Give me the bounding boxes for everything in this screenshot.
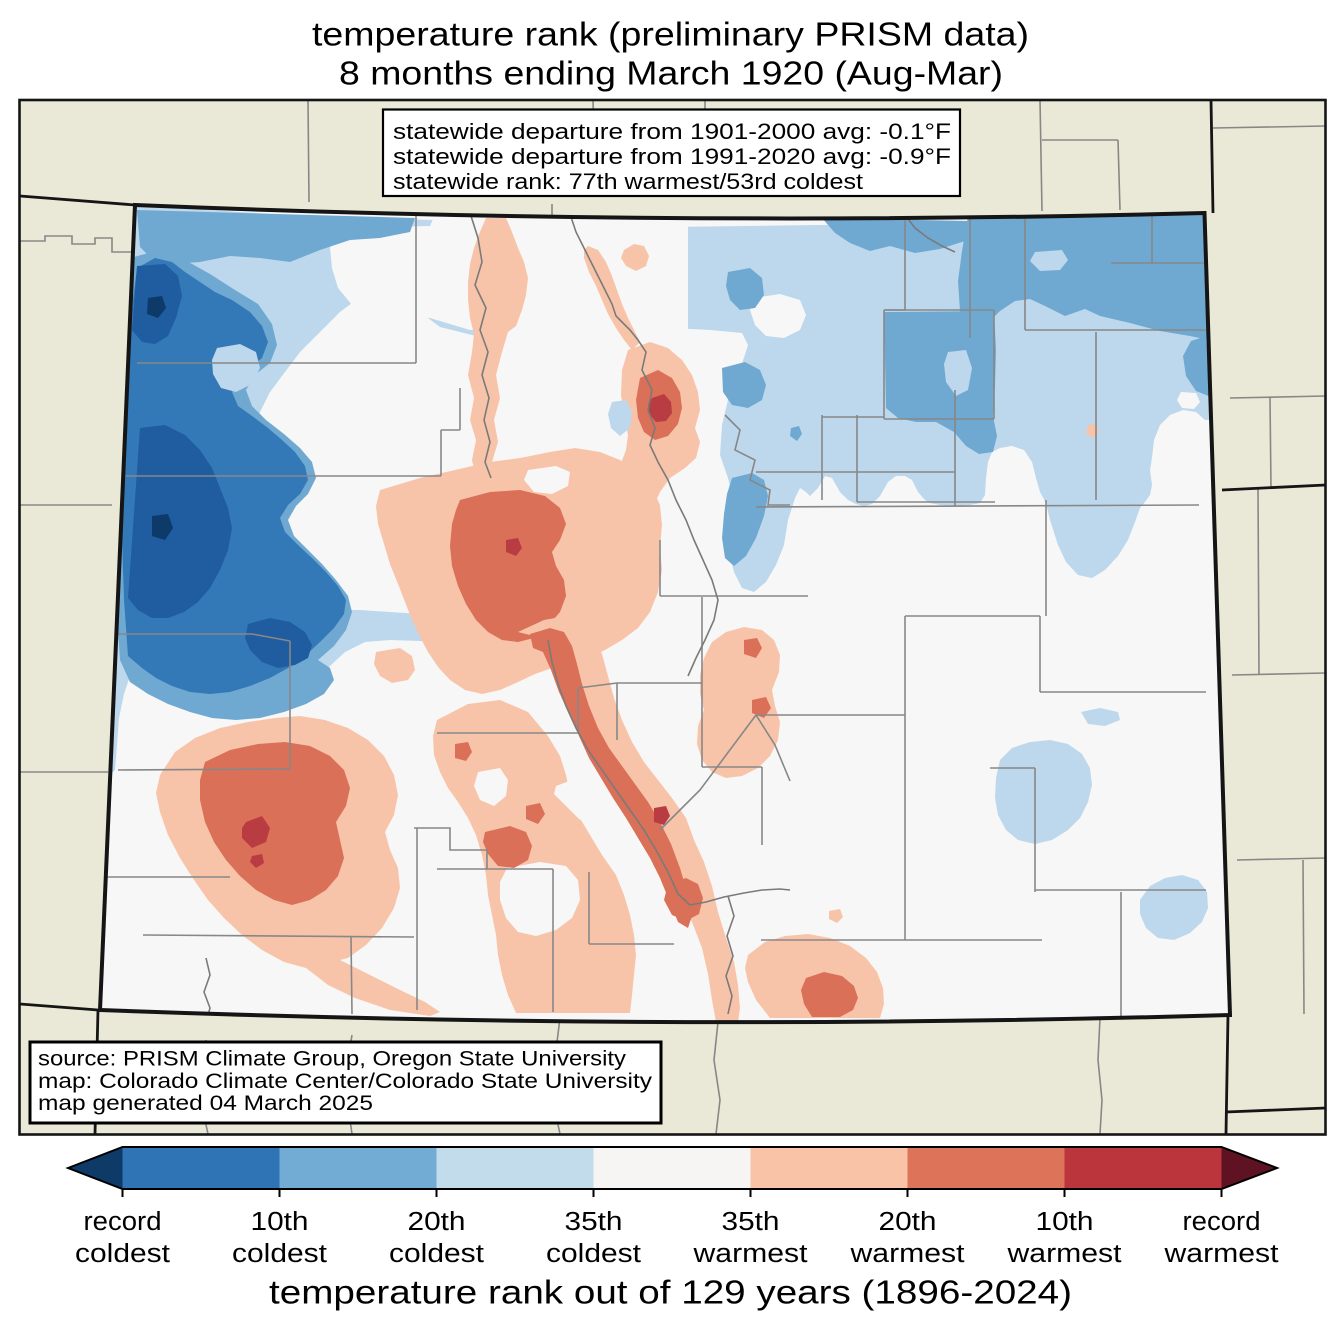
svg-text:statewide rank: 77th warmest/5: statewide rank: 77th warmest/53rd coldes… bbox=[393, 169, 864, 194]
svg-text:statewide departure from 1991-: statewide departure from 1991-2020 avg: … bbox=[393, 144, 951, 169]
svg-text:source: PRISM Climate Group, O: source: PRISM Climate Group, Oregon Stat… bbox=[38, 1046, 626, 1071]
svg-text:warmest: warmest bbox=[849, 1240, 964, 1268]
svg-text:35th: 35th bbox=[722, 1208, 780, 1236]
svg-text:20th: 20th bbox=[408, 1208, 466, 1236]
svg-text:warmest: warmest bbox=[692, 1240, 807, 1268]
svg-text:record: record bbox=[1183, 1208, 1261, 1236]
svg-text:coldest: coldest bbox=[389, 1240, 484, 1268]
svg-text:temperature rank out of 129 ye: temperature rank out of 129 years (1896-… bbox=[269, 1274, 1072, 1311]
svg-text:temperature rank (preliminary: temperature rank (preliminary PRISM data… bbox=[312, 16, 1029, 53]
svg-text:10th: 10th bbox=[251, 1208, 309, 1236]
svg-text:coldest: coldest bbox=[546, 1240, 641, 1268]
svg-text:warmest: warmest bbox=[1163, 1240, 1278, 1268]
svg-text:record: record bbox=[84, 1208, 162, 1236]
svg-text:20th: 20th bbox=[879, 1208, 937, 1236]
svg-text:map: Colorado Climate Center/C: map: Colorado Climate Center/Colorado St… bbox=[38, 1068, 652, 1093]
svg-text:warmest: warmest bbox=[1006, 1240, 1121, 1268]
svg-text:map generated 04 March 2025: map generated 04 March 2025 bbox=[38, 1090, 373, 1115]
svg-text:8 months ending March 1920 (Au: 8 months ending March 1920 (Aug-Mar) bbox=[339, 55, 1003, 92]
svg-text:coldest: coldest bbox=[75, 1240, 170, 1268]
svg-text:coldest: coldest bbox=[232, 1240, 327, 1268]
svg-text:35th: 35th bbox=[565, 1208, 623, 1236]
svg-text:statewide departure from 1901-: statewide departure from 1901-2000 avg: … bbox=[393, 119, 951, 144]
svg-text:10th: 10th bbox=[1036, 1208, 1094, 1236]
